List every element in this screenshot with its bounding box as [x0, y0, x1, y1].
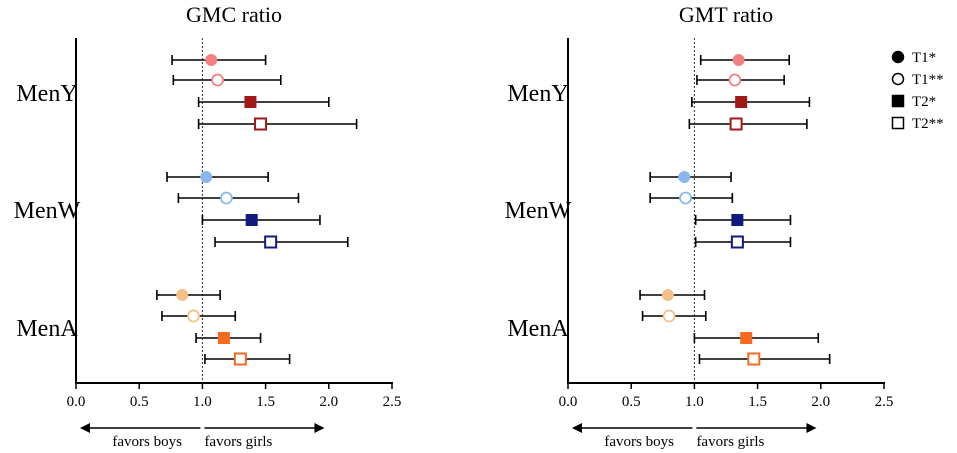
x-tick-label: 1.5	[256, 394, 275, 410]
mena-t2-single-estimate	[217, 332, 230, 344]
favors-girls-label: favors girls	[696, 434, 764, 450]
x-tick-label: 2.5	[875, 394, 894, 410]
meny-t1-single-estimate	[205, 54, 218, 66]
panel-title: GMT ratio	[679, 2, 773, 27]
mena-t1-double-estimate	[187, 309, 200, 323]
group-label-mena: MenA	[507, 316, 569, 342]
x-tick-label: 1.0	[193, 394, 212, 410]
group-label-menw: MenW	[505, 198, 572, 224]
x-tick-label: 1.0	[685, 394, 704, 410]
panel-title: GMC ratio	[186, 2, 282, 27]
favors-boys-arrowhead	[572, 423, 582, 433]
x-tick-label: 1.5	[748, 394, 767, 410]
meny-t1-single-estimate	[732, 54, 745, 66]
favors-girls-label: favors girls	[204, 434, 272, 450]
meny-t2-double-estimate	[729, 117, 743, 131]
meny-t2-single-estimate	[244, 96, 257, 108]
menw-t1-double-estimate	[679, 191, 692, 205]
group-label-meny: MenY	[16, 81, 77, 107]
x-tick-label: 0.0	[559, 394, 578, 410]
menw-t2-double-estimate	[730, 235, 744, 249]
mena-t2-double-estimate	[747, 352, 761, 366]
legend-marker-2	[891, 72, 905, 86]
group-label-meny: MenY	[507, 81, 568, 107]
meny-t2-double-estimate	[254, 117, 268, 131]
legend-marker-4	[891, 116, 905, 130]
x-tick-label: 2.0	[811, 394, 830, 410]
meny-t1-double-estimate	[211, 73, 224, 87]
favors-boys-label: favors boys	[604, 434, 674, 450]
legend-marker-3	[891, 94, 905, 108]
group-label-mena: MenA	[16, 316, 78, 342]
favors-girls-arrowhead	[314, 423, 325, 433]
forest-panel-1: GMC ratio 0.0 0.5 1.0 1.5 2.0 2.5 MenY MenW MenA f…	[14, 2, 402, 450]
mena-t2-single-estimate	[740, 332, 753, 344]
mena-t1-double-estimate	[662, 309, 676, 323]
legend: T1* T1** T2* T2**	[891, 50, 944, 132]
menw-t2-double-estimate	[264, 235, 278, 249]
menw-t1-single-estimate	[678, 171, 691, 183]
x-tick-label: 0.5	[622, 394, 641, 410]
mena-t2-double-estimate	[233, 352, 247, 366]
x-tick-label: 2.5	[383, 394, 402, 410]
menw-t2-single-estimate	[245, 214, 258, 226]
legend-label-1: T1*	[912, 50, 936, 66]
forest-panel-2: GMT ratio 0.0 0.5 1.0 1.5 2.0 2.5 MenY MenW MenA f…	[505, 2, 944, 450]
legend-label-4: T2**	[912, 116, 944, 132]
mena-t1-single-estimate	[176, 289, 189, 301]
x-tick-label: 0.0	[67, 394, 86, 410]
favors-boys-arrowhead	[80, 423, 90, 433]
x-tick-label: 0.5	[130, 394, 149, 410]
legend-marker-1	[891, 50, 905, 64]
meny-t2-single-estimate	[735, 96, 748, 108]
mena-t1-single-estimate	[661, 289, 674, 301]
favors-boys-label: favors boys	[112, 434, 182, 450]
group-label-menw: MenW	[14, 198, 81, 224]
legend-label-2: T1**	[912, 72, 944, 88]
menw-t1-double-estimate	[220, 191, 233, 205]
legend-label-3: T2*	[912, 94, 936, 110]
meny-t1-double-estimate	[728, 73, 742, 87]
x-tick-label: 2.0	[319, 394, 338, 410]
favors-girls-arrowhead	[806, 423, 817, 433]
menw-t1-single-estimate	[200, 171, 213, 183]
menw-t2-single-estimate	[731, 214, 744, 226]
